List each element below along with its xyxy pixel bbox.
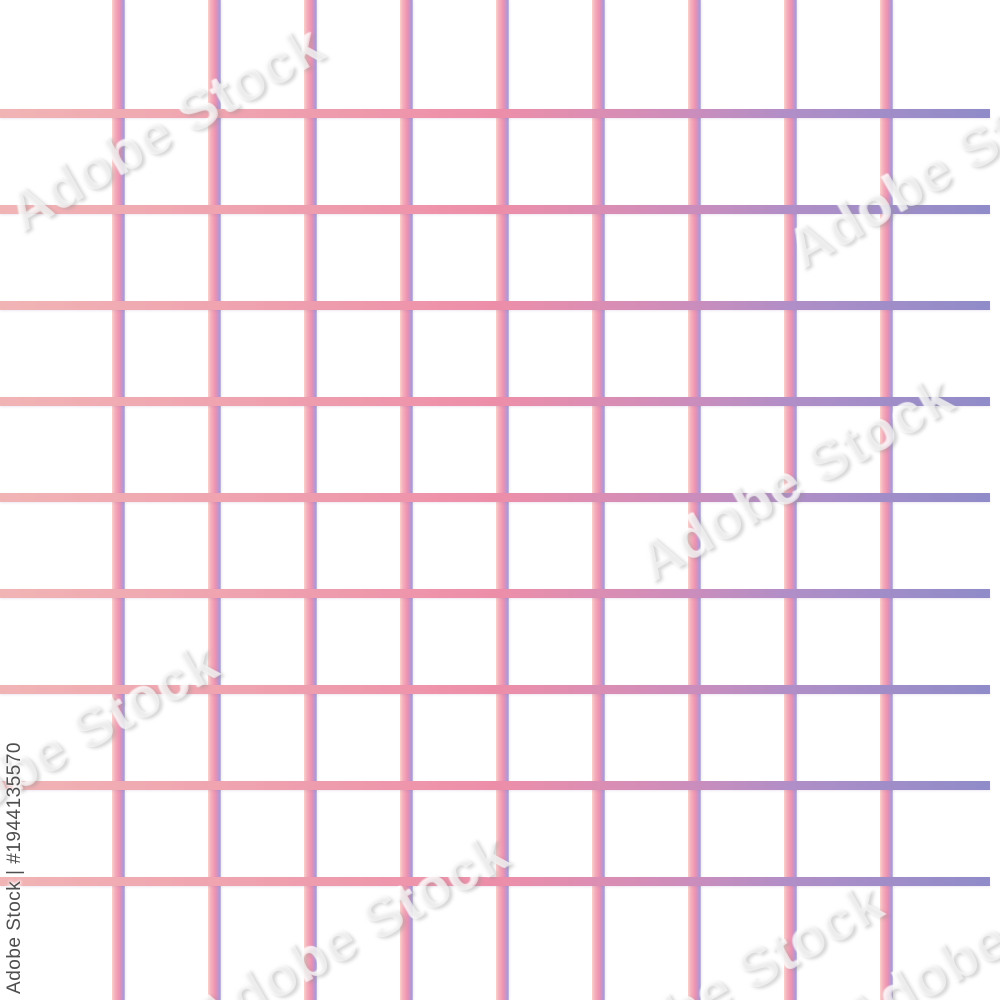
stock-id-watermark: Adobe Stock | #1944135570	[4, 742, 25, 994]
grid-line-horizontal	[0, 684, 990, 694]
grid-line-horizontal	[0, 108, 990, 118]
grid-line-horizontal	[0, 492, 990, 502]
grid-line-horizontal	[0, 588, 990, 598]
grid-line-horizontal	[0, 396, 990, 406]
grid-line-horizontal	[0, 876, 990, 886]
grid-line-horizontal	[0, 204, 990, 214]
grid-line-horizontal	[0, 780, 990, 790]
grid-line-horizontal	[0, 300, 990, 310]
